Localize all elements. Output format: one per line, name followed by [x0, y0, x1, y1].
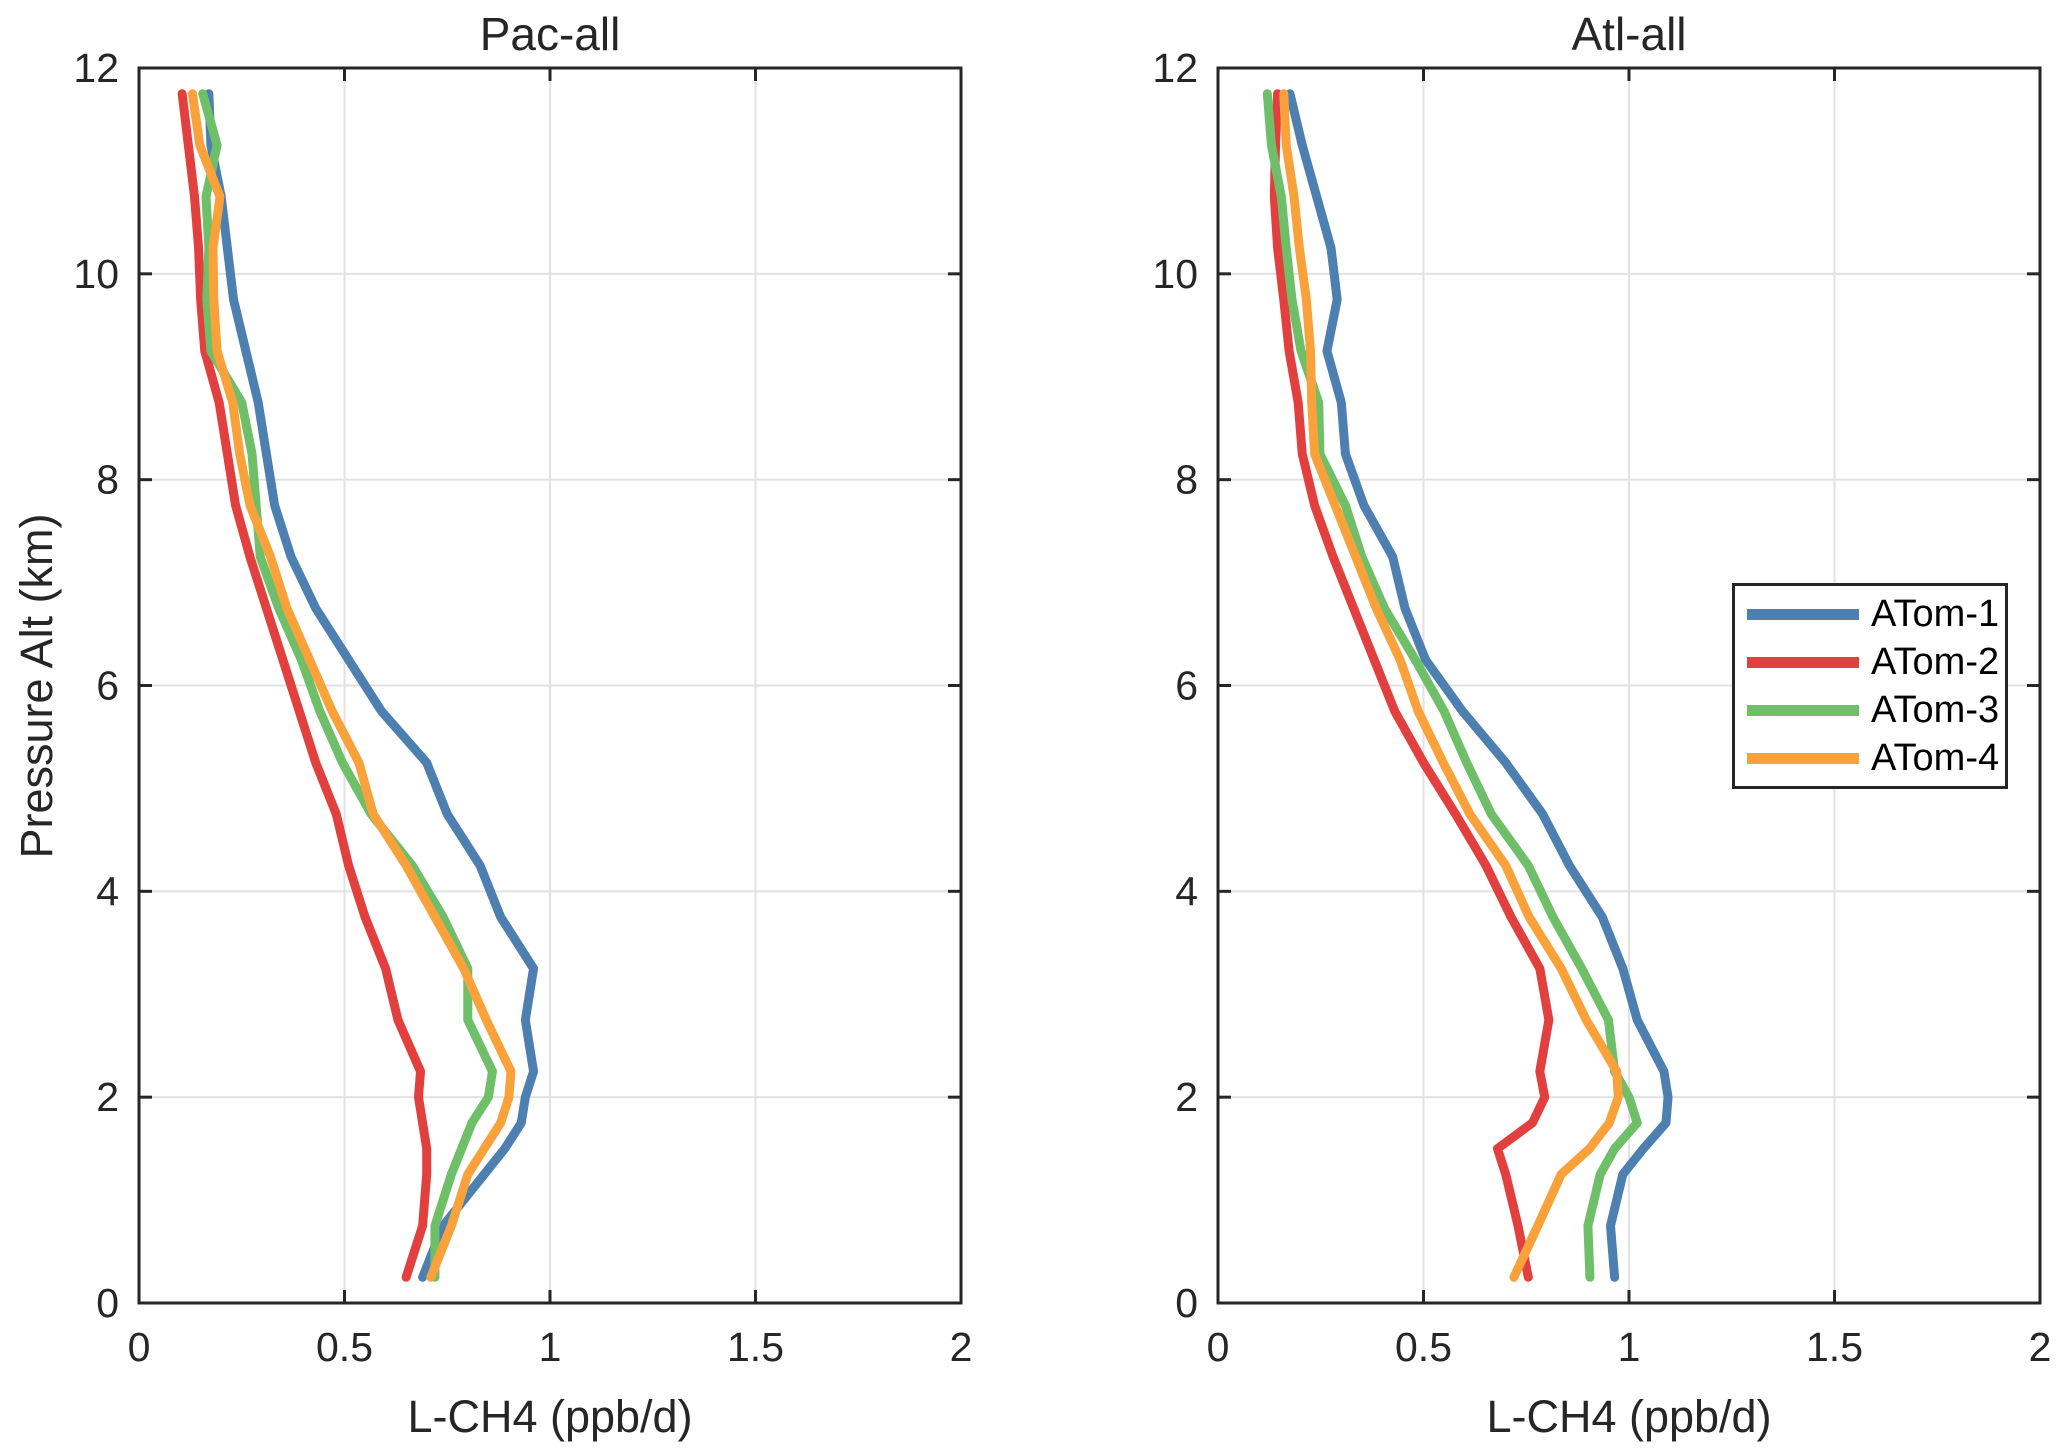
- y-tick-label: 0: [1175, 1280, 1198, 1326]
- x-tick-label: 1: [1618, 1324, 1641, 1370]
- tick-labels: 0 0.5 1 1.5 2 0 2 4 6 8 10 12: [73, 45, 972, 1370]
- y-tick-label: 12: [1152, 45, 1198, 91]
- y-tick-label: 4: [96, 868, 119, 914]
- legend-label: ATom-1: [1871, 592, 2000, 635]
- x-tick-label: 0: [1207, 1324, 1230, 1370]
- y-tick-label: 4: [1175, 868, 1198, 914]
- atl-all-title: Atl-all: [1571, 8, 1687, 60]
- y-axis-label: Pressure Alt (km): [11, 513, 62, 859]
- legend-row-atom-3: ATom-3: [1735, 689, 2005, 732]
- y-tick-label: 6: [96, 663, 119, 709]
- series-atom-4-line: [187, 89, 516, 1282]
- y-tick-label: 2: [96, 1074, 119, 1120]
- pac-all-title: Pac-all: [479, 8, 621, 60]
- panel-atl-all: 0 0.5 1 1.5 2 0 2 4 6 8 10 12: [1152, 45, 2051, 1370]
- legend-row-atom-1: ATom-1: [1735, 593, 2005, 636]
- tick-marks: [1216, 66, 2042, 1305]
- series-lines: [177, 89, 539, 1282]
- x-tick-label: 1.5: [727, 1324, 784, 1370]
- y-tick-label: 2: [1175, 1074, 1198, 1120]
- y-tick-label: 10: [73, 251, 119, 297]
- y-tick-label: 0: [96, 1280, 119, 1326]
- legend-row-atom-4: ATom-4: [1735, 737, 2005, 780]
- legend-label: ATom-2: [1871, 640, 2000, 683]
- legend-swatch-atom-2: [1747, 656, 1859, 668]
- x-tick-label: 1: [539, 1324, 562, 1370]
- x-tick-label: 1.5: [1806, 1324, 1863, 1370]
- series-atom-1-line: [1285, 89, 1673, 1282]
- legend-row-atom-2: ATom-2: [1735, 641, 2005, 684]
- x-tick-label: 0.5: [316, 1324, 373, 1370]
- y-tick-label: 10: [1152, 251, 1198, 297]
- series-atom-1-line: [204, 89, 539, 1282]
- atl-x-axis-label: L-CH4 (ppb/d): [1486, 1391, 1772, 1442]
- y-tick-label: 8: [96, 457, 119, 503]
- series-atom-3-line: [198, 89, 497, 1282]
- pac-x-axis-label: L-CH4 (ppb/d): [407, 1391, 693, 1442]
- legend: ATom-1 ATom-2 ATom-3 ATom-4: [1732, 583, 2008, 789]
- legend-label: ATom-3: [1871, 688, 2000, 731]
- tick-marks: [137, 66, 963, 1305]
- legend-swatch-atom-1: [1747, 608, 1859, 620]
- y-tick-label: 6: [1175, 663, 1198, 709]
- x-tick-label: 2: [2029, 1324, 2052, 1370]
- series-atom-2-line: [177, 89, 432, 1282]
- series-lines: [1262, 89, 1673, 1282]
- y-tick-label: 12: [73, 45, 119, 91]
- gridlines: [139, 68, 961, 1303]
- series-atom-3-line: [1262, 89, 1642, 1282]
- y-tick-label: 8: [1175, 457, 1198, 503]
- series-atom-2-line: [1269, 89, 1554, 1282]
- x-tick-label: 0: [128, 1324, 151, 1370]
- tick-labels: 0 0.5 1 1.5 2 0 2 4 6 8 10 12: [1152, 45, 2051, 1370]
- legend-label: ATom-4: [1871, 736, 2000, 779]
- series-atom-4-line: [1279, 89, 1623, 1282]
- legend-swatch-atom-4: [1747, 752, 1859, 764]
- x-tick-label: 0.5: [1395, 1324, 1452, 1370]
- legend-swatch-atom-3: [1747, 704, 1859, 716]
- panel-pac-all: 0 0.5 1 1.5 2 0 2 4 6 8 10 12: [73, 45, 972, 1370]
- x-tick-label: 2: [950, 1324, 973, 1370]
